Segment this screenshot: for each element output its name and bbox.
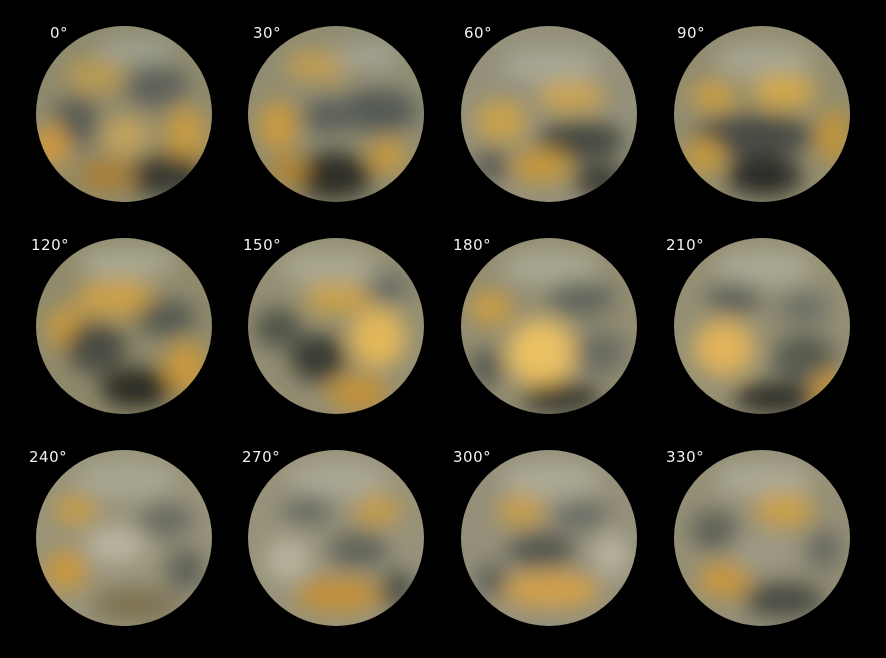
globe-image: [674, 450, 850, 626]
view-label: 30°: [253, 24, 282, 42]
globe-image: [248, 238, 424, 414]
globe-image: [36, 238, 212, 414]
view-180: 180°: [453, 236, 673, 446]
globe-image: [248, 450, 424, 626]
view-label: 120°: [31, 236, 70, 254]
view-60: 60°: [461, 22, 673, 232]
globe-image: [461, 238, 637, 414]
view-label: 150°: [243, 236, 282, 254]
view-300: 300°: [453, 448, 673, 658]
view-label: 0°: [50, 24, 69, 42]
view-label: 330°: [666, 448, 705, 466]
view-30: 30°: [248, 22, 460, 232]
view-120: 120°: [31, 236, 248, 446]
view-label: 300°: [453, 448, 492, 466]
globe-image: [36, 26, 212, 202]
view-label: 240°: [29, 448, 68, 466]
view-330: 330°: [666, 448, 886, 658]
globe-image: [248, 26, 424, 202]
globe-grid: 0° 30°: [29, 22, 886, 626]
view-90: 90°: [674, 22, 886, 232]
view-label: 90°: [677, 24, 706, 42]
view-240: 240°: [29, 448, 248, 658]
globe-image: [461, 26, 637, 202]
globe-image: [461, 450, 637, 626]
globe-image: [36, 450, 212, 626]
globe-image: [674, 238, 850, 414]
view-210: 210°: [666, 236, 886, 446]
view-label: 270°: [242, 448, 281, 466]
view-150: 150°: [243, 236, 460, 446]
view-270: 270°: [242, 448, 460, 658]
view-0: 0°: [36, 22, 248, 232]
view-label: 60°: [464, 24, 493, 42]
globe-image: [674, 26, 850, 202]
view-label: 180°: [453, 236, 492, 254]
view-label: 210°: [666, 236, 705, 254]
